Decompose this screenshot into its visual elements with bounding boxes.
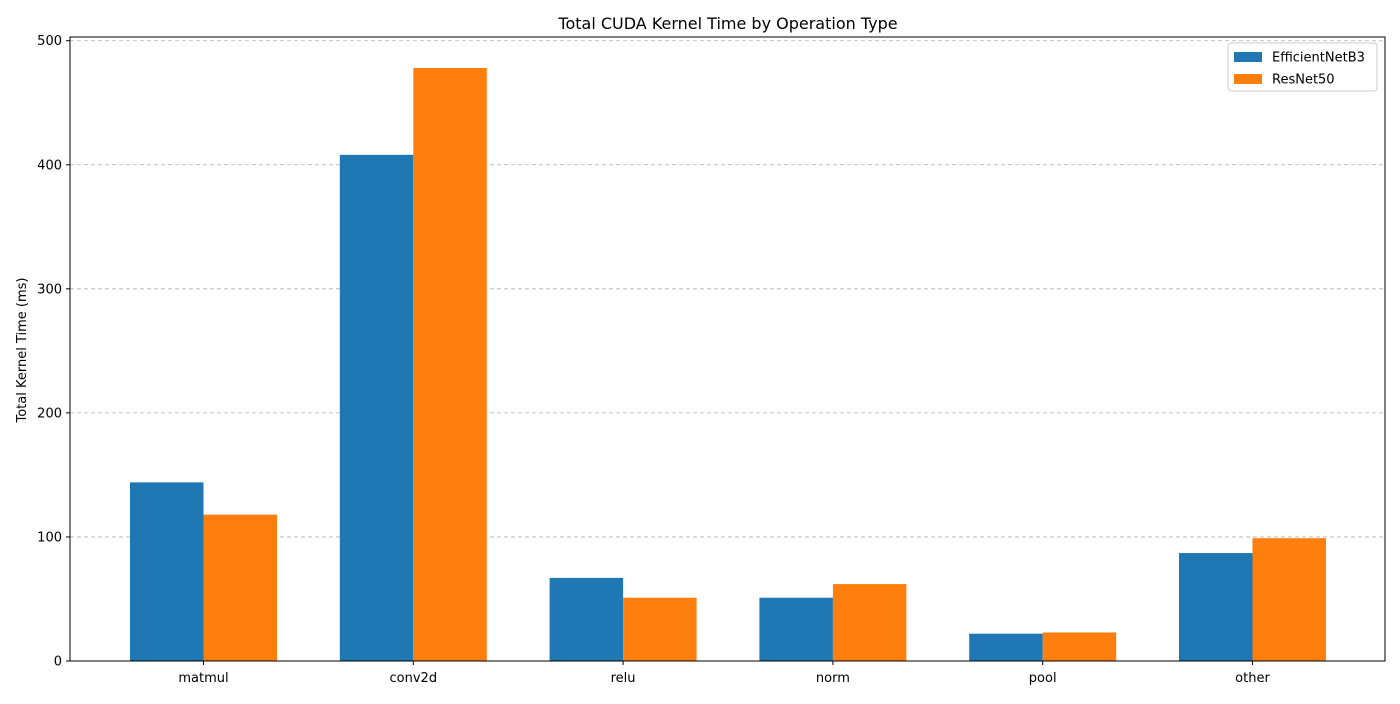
legend-swatch-resnet50	[1234, 74, 1262, 84]
x-tick-label: relu	[611, 671, 636, 686]
grid-lines	[70, 40, 1385, 538]
chart-title: Total CUDA Kernel Time by Operation Type	[557, 14, 897, 33]
y-tick-label: 200	[37, 406, 62, 421]
y-tick-label: 300	[37, 282, 62, 297]
bar-efficientnetb3-other	[1179, 553, 1253, 661]
legend-swatch-efficientnetb3	[1234, 52, 1262, 62]
bar-resnet50-matmul	[203, 514, 277, 661]
legend-label-resnet50: ResNet50	[1272, 73, 1335, 88]
x-tick-label: conv2d	[390, 671, 438, 686]
legend-box	[1227, 42, 1378, 92]
bar-efficientnetb3-relu	[549, 577, 624, 661]
y-tick-label: 0	[54, 655, 62, 670]
legend-label-efficientnetb3: EfficientNetB3	[1272, 51, 1365, 66]
axes	[69, 36, 1386, 662]
y-tick-label: 500	[37, 34, 62, 49]
bar-resnet50-norm	[832, 584, 907, 661]
x-tick-label: norm	[816, 671, 850, 686]
x-tick-label: other	[1235, 671, 1270, 686]
bar-efficientnetb3-conv2d	[339, 154, 414, 661]
bar-efficientnetb3-pool	[969, 633, 1043, 661]
bar-efficientnetb3-matmul	[130, 482, 204, 661]
bar-resnet50-pool	[1042, 632, 1117, 661]
legend: EfficientNetB3 ResNet50	[1227, 42, 1378, 92]
bar-resnet50-other	[1252, 538, 1326, 661]
bars	[130, 68, 1326, 661]
ticks: 0 100 200 300 400 500 matmul conv2d relu norm pool…	[37, 34, 1270, 686]
bar-efficientnetb3-norm	[759, 597, 833, 661]
bar-resnet50-conv2d	[413, 68, 487, 661]
y-axis-label: Total Kernel Time (ms)	[15, 278, 30, 424]
y-tick-label: 400	[37, 158, 62, 173]
y-tick-label: 100	[37, 530, 62, 545]
x-tick-label: matmul	[178, 671, 228, 686]
x-tick-label: pool	[1029, 671, 1057, 686]
plot-frame	[69, 36, 1386, 662]
bar-resnet50-relu	[623, 597, 697, 661]
